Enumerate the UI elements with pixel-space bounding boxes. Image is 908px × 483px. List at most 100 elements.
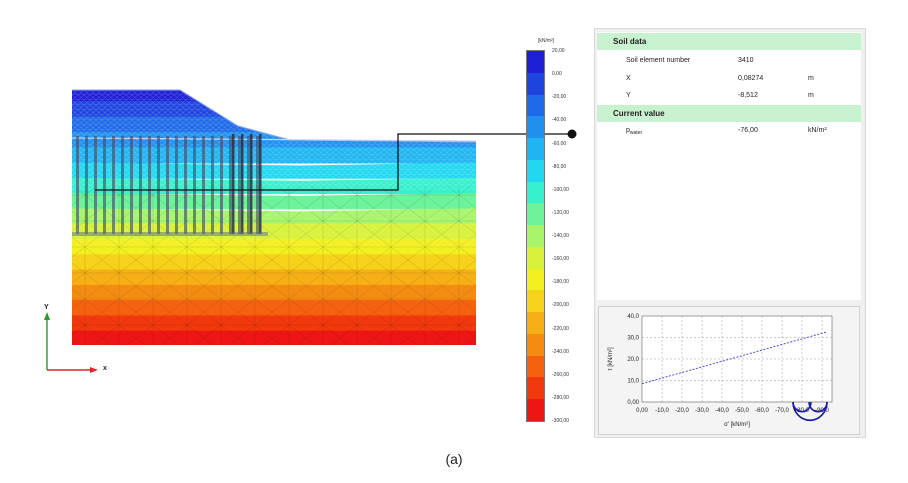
pile bbox=[250, 134, 253, 234]
pile-group bbox=[72, 134, 268, 236]
legend-tick-label: -160,00 bbox=[552, 256, 569, 263]
legend-tick-label: -120,00 bbox=[552, 209, 569, 216]
y-coord-label: Y bbox=[626, 92, 631, 99]
pile bbox=[184, 136, 187, 234]
x-tick-label: -40,0 bbox=[715, 408, 729, 414]
x-axis-label: x bbox=[103, 365, 107, 372]
pile bbox=[103, 136, 106, 234]
legend-swatch bbox=[527, 377, 544, 399]
color-legend bbox=[526, 50, 545, 422]
y-tick-label: 0,00 bbox=[627, 400, 639, 406]
pile bbox=[193, 136, 196, 234]
mohr-circle bbox=[792, 401, 828, 421]
soil-element-value: 3410 bbox=[738, 57, 754, 64]
legend-tick-label: -180,00 bbox=[552, 279, 569, 286]
x-tick-label: -70,0 bbox=[775, 408, 789, 414]
pile bbox=[256, 136, 259, 234]
legend-swatch bbox=[527, 159, 544, 182]
legend-swatch bbox=[527, 246, 544, 269]
pile bbox=[247, 136, 250, 234]
legend-tick-label: -100,00 bbox=[552, 186, 569, 193]
legend-tick-label: -20,00 bbox=[552, 94, 567, 101]
mohr-chart: 0,00 -10,0 -20,0 -30,0 -40,0 -50,0 -60,0 -70,0-… bbox=[608, 314, 833, 428]
pile bbox=[259, 134, 262, 234]
legend-swatch bbox=[527, 355, 544, 378]
failure-envelope-line bbox=[641, 331, 827, 385]
legend-swatch bbox=[527, 333, 544, 356]
x-coord-unit: m bbox=[808, 75, 814, 82]
y-tick-label: 10,0 bbox=[627, 379, 639, 385]
soil-element-label: Soil element number bbox=[626, 57, 691, 64]
x-tick-label: -20,0 bbox=[675, 408, 689, 414]
legend-swatch bbox=[527, 116, 544, 138]
pwater-value: -76,00 bbox=[738, 127, 758, 134]
pile bbox=[229, 136, 232, 234]
legend-swatch bbox=[527, 181, 544, 204]
pwater-label: pwater bbox=[626, 127, 643, 136]
y-tick-label: 20,0 bbox=[627, 357, 639, 363]
legend-tick-label: 0,00 bbox=[552, 71, 562, 78]
y-axis-title: τ [kN/m²] bbox=[608, 347, 614, 371]
pile bbox=[211, 136, 214, 234]
pile bbox=[121, 136, 124, 234]
mohr-circle bbox=[792, 401, 812, 413]
x-tick-label: -60,0 bbox=[755, 408, 769, 414]
pile bbox=[85, 136, 88, 234]
pile bbox=[148, 136, 151, 234]
pile bbox=[112, 136, 115, 234]
soil-data-heading: Soil data bbox=[597, 33, 861, 50]
legend-swatch bbox=[527, 203, 544, 225]
legend-swatch bbox=[527, 399, 544, 421]
legend-tick-label: -240,00 bbox=[552, 348, 569, 355]
info-content bbox=[597, 32, 861, 300]
legend-swatch bbox=[527, 72, 544, 95]
legend-swatch bbox=[527, 312, 544, 334]
pile bbox=[175, 136, 178, 234]
current-value-heading: Current value bbox=[597, 105, 861, 122]
legend-tick-label: -40,00 bbox=[552, 117, 567, 124]
legend-swatch bbox=[527, 290, 544, 312]
x-tick-label: -30,0 bbox=[695, 408, 709, 414]
legend-swatch bbox=[527, 94, 544, 117]
probe-line bbox=[95, 133, 570, 191]
y-coord-value: -8,512 bbox=[738, 92, 758, 99]
y-tick-label: 30,0 bbox=[627, 336, 639, 342]
y-coord-unit: m bbox=[808, 92, 814, 99]
pile bbox=[76, 136, 79, 234]
plot-area bbox=[641, 315, 833, 403]
x-coord-label: X bbox=[626, 75, 631, 82]
legend-swatch bbox=[527, 51, 544, 73]
legend-tick-label: -300,00 bbox=[552, 418, 569, 424]
pile bbox=[202, 136, 205, 234]
y-axis-label: Y bbox=[44, 304, 49, 311]
pile bbox=[220, 136, 223, 234]
pile bbox=[238, 136, 241, 234]
x-coord-value: 0,08274 bbox=[738, 75, 764, 82]
legend-tick-label: -60,00 bbox=[552, 140, 567, 147]
mohr-circle bbox=[808, 401, 828, 413]
legend-tick-label: -280,00 bbox=[552, 394, 569, 401]
legend-swatch bbox=[527, 138, 544, 160]
probe-point bbox=[567, 129, 577, 139]
legend-swatch bbox=[527, 268, 544, 291]
x-axis-title: σ' [kN/m²] bbox=[724, 422, 750, 428]
x-tick-label: -50,0 bbox=[735, 408, 749, 414]
legend-tick-label: -200,00 bbox=[552, 302, 569, 309]
legend-tick-label: -140,00 bbox=[552, 233, 569, 239]
pile bbox=[139, 136, 142, 234]
pile bbox=[166, 136, 169, 234]
x-tick-label: 0,00 bbox=[636, 408, 648, 414]
pile bbox=[130, 136, 133, 234]
legend-tick-label: -80,00 bbox=[552, 163, 567, 170]
figure-caption: (a) bbox=[445, 451, 463, 467]
legend-tick-label: -260,00 bbox=[552, 371, 569, 378]
pile-base bbox=[72, 232, 268, 236]
y-tick-label: 40,0 bbox=[627, 314, 639, 320]
x-tick-label: -10,0 bbox=[655, 408, 669, 414]
pile bbox=[232, 134, 235, 234]
legend-tick-label: -220,00 bbox=[552, 325, 569, 332]
legend-tick-label: 20,00 bbox=[552, 48, 565, 54]
pile bbox=[94, 136, 97, 234]
pile bbox=[157, 136, 160, 234]
pile bbox=[241, 134, 244, 234]
